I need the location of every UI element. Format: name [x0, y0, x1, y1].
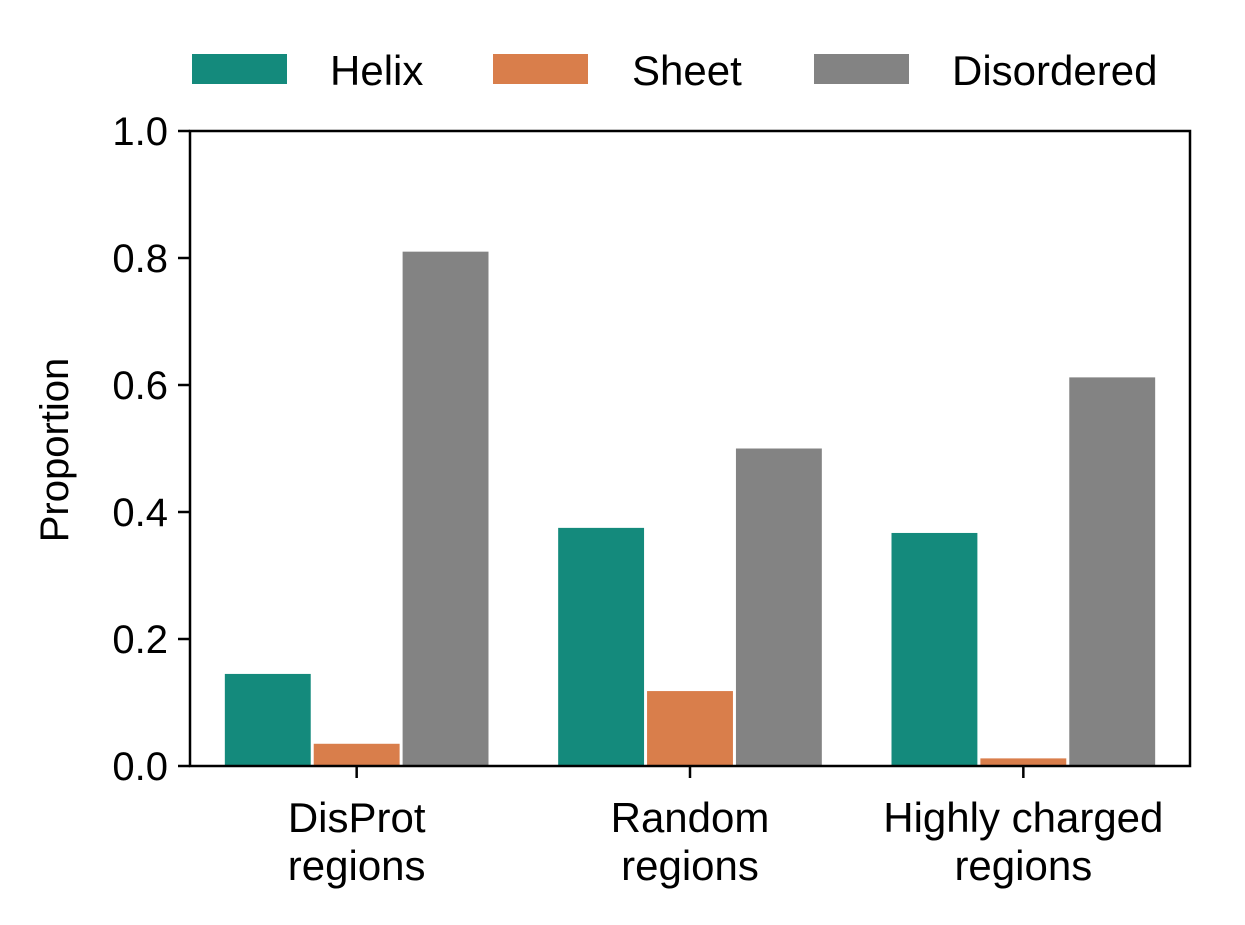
- bar-sheet-2: [980, 758, 1067, 766]
- bars: [224, 251, 1156, 766]
- y-tick-label: 0.0: [112, 745, 168, 789]
- y-tick-label: 0.6: [112, 364, 168, 408]
- x-tick-label: regions: [288, 842, 426, 889]
- bar-helix-2: [891, 532, 978, 766]
- bar-sheet-1: [647, 691, 733, 766]
- axes: [188, 129, 1192, 768]
- legend-label-disordered: Disordered: [952, 47, 1157, 94]
- y-tick-label: 1.0: [112, 110, 168, 154]
- y-tick-label: 0.8: [112, 237, 168, 281]
- legend-swatch-disordered: [814, 54, 909, 84]
- legend: Helix Sheet Disordered: [192, 47, 1157, 94]
- bar-disordered-2: [1069, 377, 1156, 766]
- legend-swatch-helix: [192, 54, 287, 84]
- legend-label-helix: Helix: [330, 47, 423, 94]
- y-axis-label: Proportion: [33, 358, 77, 543]
- bar-helix-0: [224, 673, 311, 766]
- bar-sheet-0: [313, 743, 400, 766]
- x-tick-label: regions: [621, 842, 759, 889]
- legend-swatch-sheet: [493, 54, 588, 84]
- x-tick-label: Random: [611, 794, 770, 841]
- x-tick-label: regions: [954, 842, 1092, 889]
- y-tick-label: 0.2: [112, 618, 168, 662]
- bar-disordered-1: [735, 448, 822, 766]
- x-tick-label: DisProt: [288, 794, 426, 841]
- legend-label-sheet: Sheet: [632, 47, 742, 94]
- bar-disordered-0: [402, 251, 489, 766]
- y-tick-label: 0.4: [112, 491, 168, 535]
- plot-frame: [188, 129, 1192, 768]
- y-ticks: 0.0 0.2 0.4 0.6 0.8 1.0: [112, 110, 190, 789]
- x-tick-label: Highly charged: [883, 794, 1163, 841]
- bar-helix-1: [558, 527, 645, 766]
